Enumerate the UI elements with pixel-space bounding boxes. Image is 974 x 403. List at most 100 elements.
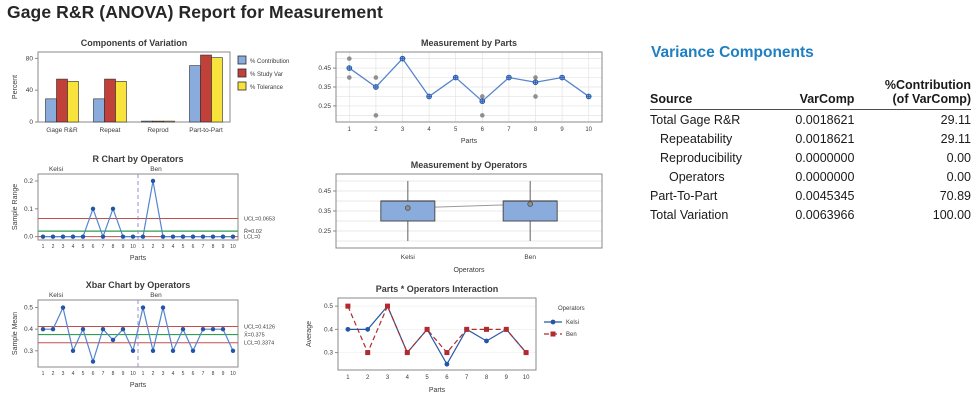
bar-% Tolerance bbox=[67, 81, 79, 123]
x-tick-label: 7 bbox=[102, 244, 105, 250]
data-point bbox=[180, 326, 186, 332]
data-point bbox=[170, 348, 176, 353]
lcl-label: LCL=0.3374 bbox=[244, 341, 274, 347]
chart-svg: Measurement by Parts 0.25 0.35 0.45 1 2 3 4 5 6 7 8… bbox=[318, 38, 603, 145]
series-marker-Kelsi bbox=[365, 326, 371, 332]
measurement-point bbox=[373, 113, 379, 118]
series-marker-Ben bbox=[523, 350, 529, 356]
x-tick-label: 8 bbox=[112, 244, 115, 250]
y-tick-label: 0.4 bbox=[324, 326, 333, 333]
measurement-point bbox=[480, 113, 485, 118]
data-point bbox=[210, 326, 216, 332]
legend-label: Kelsi bbox=[566, 320, 579, 326]
source-cell: Total Gage R&R bbox=[650, 112, 741, 127]
source-cell: Repeatability bbox=[660, 131, 733, 146]
x-category-label: Kelsi bbox=[401, 254, 415, 261]
chart-r-chart-by-operators[interactable]: R Chart by Operators Kelsi Ben 0.0 0.1 0.2 Sam… bbox=[8, 152, 300, 274]
x-tick-label: 4 bbox=[172, 371, 175, 377]
contribution-cell: 100.00 bbox=[932, 207, 971, 222]
data-point bbox=[140, 305, 146, 310]
y-tick-label: 0.5 bbox=[324, 303, 333, 310]
x-tick-label: 6 bbox=[92, 371, 95, 377]
x-tick-label: 10 bbox=[130, 244, 136, 250]
chart-measurement-by-parts[interactable]: Measurement by Parts 0.25 0.35 0.45 1 2 3 4 5 6 7 8… bbox=[302, 36, 614, 154]
col-header-contribution-line2: (of VarComp) bbox=[892, 92, 971, 106]
legend: Operators Kelsi Ben bbox=[544, 306, 585, 338]
legend-label: % Study Var bbox=[250, 72, 283, 78]
series-marker-Ben bbox=[345, 303, 351, 309]
operator-panel-label: Ben bbox=[150, 166, 162, 173]
x-category-label: Part-to-Part bbox=[189, 127, 223, 134]
x-tick-label: 7 bbox=[202, 244, 205, 250]
x-tick-label: 10 bbox=[585, 127, 592, 133]
x-tick-label: 3 bbox=[162, 244, 165, 250]
series-marker-Ben bbox=[484, 326, 489, 332]
data-point bbox=[80, 234, 86, 239]
bar-% Contribution bbox=[141, 120, 153, 123]
lcl-label: LCL=0 bbox=[244, 235, 260, 241]
chart-xbar-chart-by-operators[interactable]: Xbar Chart by Operators Kelsi Ben 0.3 0.4 0.5… bbox=[8, 278, 300, 401]
chart-components-of-variation[interactable]: Components of Variation 0 40 80 Percent Gage … bbox=[8, 36, 300, 148]
x-tick-label: 2 bbox=[366, 375, 370, 381]
col-header-contribution: %Contribution (of VarComp) bbox=[854, 78, 971, 110]
chart-svg: R Chart by Operators Kelsi Ben 0.0 0.1 0.2 Sam… bbox=[12, 154, 275, 262]
source-cell: Part-To-Part bbox=[650, 188, 718, 203]
data-point bbox=[100, 326, 106, 332]
chart-svg: Xbar Chart by Operators Kelsi Ben 0.3 0.4 0.5… bbox=[12, 280, 275, 389]
data-point bbox=[190, 234, 196, 239]
varcomp-cell: 0.0018621 bbox=[795, 131, 855, 146]
x-tick-label: 5 bbox=[182, 244, 185, 250]
y-axis-label: Sample Mean bbox=[12, 312, 19, 355]
chart-title: R Chart by Operators bbox=[92, 154, 183, 164]
x-tick-label: 4 bbox=[406, 375, 410, 381]
data-point bbox=[230, 234, 236, 239]
x-tick-label: 9 bbox=[222, 244, 225, 250]
x-tick-label: 8 bbox=[112, 371, 115, 377]
data-point bbox=[90, 359, 96, 364]
x-tick-label: 2 bbox=[152, 244, 155, 250]
x-tick-label: 1 bbox=[42, 371, 45, 377]
series-marker-Ben bbox=[385, 303, 390, 309]
table-row: Reproducibility 0.0000000 0.00 bbox=[650, 148, 971, 167]
bar-% Study Var bbox=[56, 78, 68, 123]
x-tick-label: 6 bbox=[192, 371, 195, 377]
table-row: Total Gage R&R 0.0018621 29.11 bbox=[650, 110, 971, 130]
contribution-cell: 0.00 bbox=[946, 150, 971, 165]
table-row: Part-To-Part 0.0045345 70.89 bbox=[650, 186, 971, 205]
x-tick-label: 3 bbox=[401, 127, 405, 133]
series-marker-Kelsi bbox=[484, 338, 489, 344]
data-point bbox=[190, 348, 196, 353]
x-tick-label: 3 bbox=[62, 244, 65, 250]
x-tick-label: 7 bbox=[102, 371, 105, 377]
y-tick-label: 0.25 bbox=[318, 228, 331, 235]
measurement-point bbox=[347, 75, 352, 80]
data-point bbox=[140, 234, 146, 239]
data-point bbox=[160, 234, 166, 239]
x-tick-label: 2 bbox=[52, 244, 55, 250]
x-tick-label: 10 bbox=[230, 244, 236, 250]
x-axis-label: Operators bbox=[453, 267, 485, 274]
x-tick-label: 7 bbox=[507, 127, 511, 133]
x-tick-label: 9 bbox=[505, 375, 509, 381]
x-tick-label: 2 bbox=[152, 371, 155, 377]
plot-border bbox=[337, 297, 537, 371]
x-category-label: Gage R&R bbox=[46, 127, 78, 134]
ucl-label: UCL=0.4126 bbox=[244, 324, 275, 330]
data-point bbox=[160, 305, 166, 310]
data-point bbox=[50, 326, 56, 332]
x-tick-label: 1 bbox=[348, 127, 352, 133]
x-tick-label: 1 bbox=[346, 375, 350, 381]
legend-marker bbox=[550, 319, 556, 325]
x-tick-label: 5 bbox=[425, 375, 429, 381]
chart-measurement-by-operators[interactable]: Measurement by Operators 0.25 0.35 0.45 Kels… bbox=[302, 158, 614, 278]
data-point bbox=[90, 206, 96, 212]
x-tick-label: 10 bbox=[523, 375, 530, 381]
x-tick-label: 8 bbox=[212, 371, 215, 377]
source-cell: Total Variation bbox=[650, 207, 729, 222]
data-point bbox=[100, 234, 106, 239]
x-tick-label: 2 bbox=[374, 127, 378, 133]
measurement-point bbox=[480, 94, 485, 99]
legend-title: Operators bbox=[558, 306, 585, 312]
chart-parts-operators-interaction[interactable]: Parts * Operators Interaction 0.3 0.4 0.5 Av… bbox=[302, 282, 614, 401]
legend-label: % Contribution bbox=[250, 59, 289, 65]
